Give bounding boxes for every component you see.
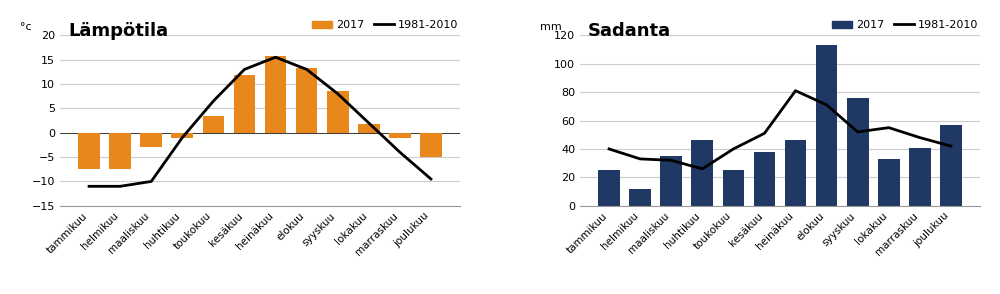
Bar xyxy=(140,133,162,147)
Bar xyxy=(420,133,442,157)
Bar xyxy=(327,91,349,133)
Bar xyxy=(754,152,775,206)
Text: mm: mm xyxy=(540,22,562,32)
Bar xyxy=(909,148,931,206)
Bar xyxy=(660,156,682,206)
Bar xyxy=(847,98,869,206)
Text: Sadanta: Sadanta xyxy=(588,22,671,40)
Legend: 2017, 1981-2010: 2017, 1981-2010 xyxy=(832,20,978,30)
Bar xyxy=(389,133,411,138)
Bar xyxy=(234,75,255,133)
Text: Lämpötila: Lämpötila xyxy=(68,22,168,40)
Bar xyxy=(78,133,100,169)
Bar xyxy=(598,170,620,206)
Bar xyxy=(723,170,744,206)
Bar xyxy=(940,125,962,206)
Bar xyxy=(816,45,837,206)
Legend: 2017, 1981-2010: 2017, 1981-2010 xyxy=(312,20,458,30)
Bar xyxy=(296,68,317,133)
Bar xyxy=(358,124,380,133)
Bar xyxy=(878,159,900,206)
Bar xyxy=(629,189,651,206)
Text: °c: °c xyxy=(20,22,32,32)
Bar xyxy=(785,141,806,206)
Bar xyxy=(265,56,286,133)
Bar xyxy=(171,133,193,138)
Bar xyxy=(109,133,131,169)
Bar xyxy=(203,116,224,133)
Bar xyxy=(691,141,713,206)
